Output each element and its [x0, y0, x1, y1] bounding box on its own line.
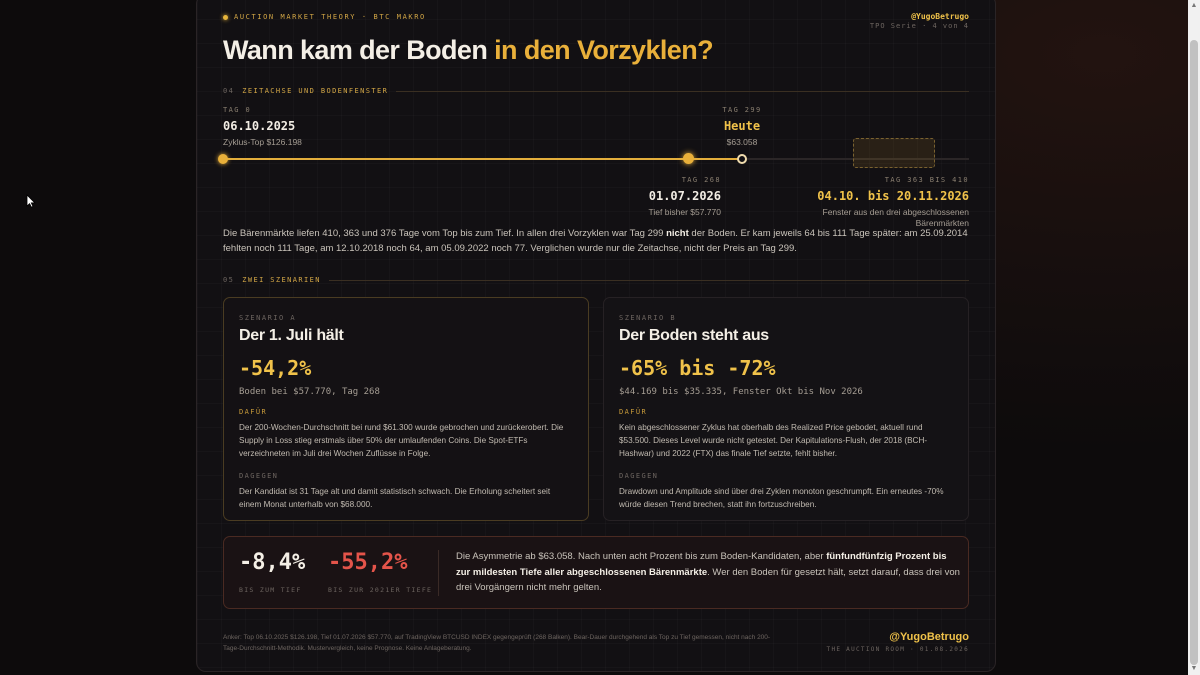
- timeline-track: [223, 158, 969, 160]
- title-highlight: in den Vorzyklen?: [494, 35, 713, 65]
- scrollbar-thumb[interactable]: [1190, 40, 1198, 665]
- downside-to-low: -8,4%: [239, 550, 306, 575]
- section-label: ZEITACHSE UND BODENFENSTER: [242, 87, 389, 95]
- scroll-down-icon[interactable]: ▼: [1190, 665, 1198, 672]
- panel-divider: [438, 550, 439, 596]
- timeline-point-today: [737, 154, 747, 164]
- timeline-candidate-tag: TAG 268: [681, 176, 721, 184]
- scenario-subline: $44.169 bis $35.335, Fenster Okt bis Nov…: [619, 387, 863, 397]
- section-number: 04: [223, 87, 235, 95]
- header-handle: @YugoBetrugo TPO Serie · 4 von 4: [870, 12, 969, 30]
- scenario-subline: Boden bei $57.770, Tag 268: [239, 387, 380, 397]
- scenario-percentage: -54,2%: [239, 356, 312, 380]
- asymmetry-panel: -8,4% BIS ZUM TIEF -55,2% BIS ZUR 2021ER…: [223, 536, 969, 609]
- scenario-a-card: SZENARIO A Der 1. Juli hält -54,2% Boden…: [223, 297, 589, 521]
- timeline-candidate: TAG 268 01.07.2026 Tief bisher $57.770: [617, 176, 721, 217]
- section-header-timeline: 04 ZEITACHSE UND BODENFENSTER: [223, 87, 969, 95]
- footer-note: Anker: Top 06.10.2025 $126.198, Tief 01.…: [223, 634, 771, 652]
- timeline-start-sub: Zyklus-Top $126.198: [223, 137, 302, 147]
- timeline-window-sub: Fenster aus den drei abgeschlossenen Bär…: [822, 207, 969, 228]
- timeline-window: TAG 363 BIS 410 04.10. bis 20.11.2026 Fe…: [797, 176, 969, 229]
- para-text-2: der Boden. Er kam jeweils 64 bis 111 Tag…: [223, 228, 968, 254]
- scenario-tag: SZENARIO B: [619, 314, 677, 322]
- section-label: ZWEI SZENARIEN: [242, 276, 321, 284]
- asymmetry-text-1: Die Asymmetrie ab $63.058. Nach unten ac…: [456, 551, 827, 562]
- timeline-paragraph: Die Bärenmärkte liefen 410, 363 und 376 …: [223, 226, 969, 256]
- asymmetry-text-2: . Wer den Boden für gesetzt hält, setzt …: [456, 566, 960, 594]
- slide-card: AUCTION MARKET THEORY · BTC MAKRO @YugoB…: [196, 0, 996, 672]
- series-text: TPO Serie · 4 von 4: [869, 22, 969, 30]
- scenario-percentage: -65% bis -72%: [619, 356, 776, 380]
- bottom-window-box: [853, 138, 935, 168]
- handle-text: @YugoBetrugo: [911, 12, 969, 21]
- timeline-today-tag: TAG 299: [722, 106, 762, 114]
- para-bold: nicht: [666, 228, 689, 239]
- timeline-start: TAG 0 06.10.2025 Zyklus-Top $126.198: [223, 106, 302, 147]
- downside-to-2021-depth: -55,2%: [328, 550, 408, 575]
- page-title: Wann kam der Boden in den Vorzyklen?: [223, 35, 714, 66]
- con-label: DAGEGEN: [619, 472, 659, 480]
- scenario-heading: Der Boden steht aus: [619, 327, 769, 344]
- pro-text: Der 200-Wochen-Durchschnitt bei rund $61…: [239, 423, 564, 458]
- timeline-today-sub: $63.058: [726, 137, 758, 147]
- timeline-candidate-sub: Tief bisher $57.770: [648, 207, 721, 217]
- con-text: Der Kandidat ist 31 Tage alt und damit s…: [239, 487, 551, 509]
- asymmetry-bold: fünfundfünfzig Prozent bis zur mildesten…: [456, 551, 947, 578]
- timeline-today: TAG 299 Heute $63.058: [697, 106, 787, 147]
- title-main: Wann kam der Boden: [223, 35, 488, 65]
- arrow-cursor-icon: [26, 194, 36, 208]
- timeline-today-date: Heute: [723, 119, 761, 133]
- section-divider: [396, 90, 969, 92]
- timeline-start-tag: TAG 0: [223, 106, 252, 114]
- scroll-up-icon[interactable]: ▲: [1190, 2, 1198, 9]
- para-text-1: Die Bärenmärkte liefen 410, 363 und 376 …: [223, 228, 667, 239]
- kicker: AUCTION MARKET THEORY · BTC MAKRO: [223, 13, 426, 21]
- timeline-progress: [223, 158, 743, 160]
- timeline-point-candidate: [683, 153, 694, 164]
- scenario-b-card: SZENARIO B Der Boden steht aus -65% bis …: [603, 297, 969, 521]
- section-number: 05: [223, 276, 235, 284]
- vertical-scrollbar[interactable]: ▲ ▼: [1188, 0, 1200, 675]
- scenario-heading: Der 1. Juli hält: [239, 327, 344, 344]
- section-header-scenarios: 05 ZWEI SZENARIEN: [223, 276, 969, 284]
- pro-label: DAFÜR: [239, 408, 268, 416]
- pro-label: DAFÜR: [619, 408, 648, 416]
- timeline-point-start: [218, 154, 228, 164]
- con-label: DAGEGEN: [239, 472, 279, 480]
- footer-handle: @YugoBetrugo: [889, 631, 969, 643]
- downside-to-2021-depth-label: BIS ZUR 2021ER TIEFE: [328, 586, 433, 594]
- timeline-window-date: 04.10. bis 20.11.2026: [817, 189, 969, 203]
- footer-brand: @YugoBetrugo THE AUCTION ROOM · 01.08.20…: [827, 631, 969, 653]
- asymmetry-text: Die Asymmetrie ab $63.058. Nach unten ac…: [456, 549, 960, 596]
- footer-sub: THE AUCTION ROOM · 01.08.2026: [826, 646, 969, 653]
- section-divider: [328, 279, 969, 281]
- con-text: Drawdown und Amplitude sind über drei Zy…: [619, 487, 944, 509]
- scenario-tag: SZENARIO A: [239, 314, 297, 322]
- status-dot-icon: [223, 14, 228, 20]
- downside-to-low-label: BIS ZUM TIEF: [239, 586, 302, 594]
- timeline-candidate-date: 01.07.2026: [648, 189, 721, 203]
- pro-text: Kein abgeschlossener Zyklus hat oberhalb…: [619, 423, 928, 458]
- kicker-label: AUCTION MARKET THEORY · BTC MAKRO: [234, 13, 426, 21]
- timeline-window-tag: TAG 363 BIS 410: [884, 176, 969, 184]
- timeline-start-date: 06.10.2025: [223, 119, 296, 133]
